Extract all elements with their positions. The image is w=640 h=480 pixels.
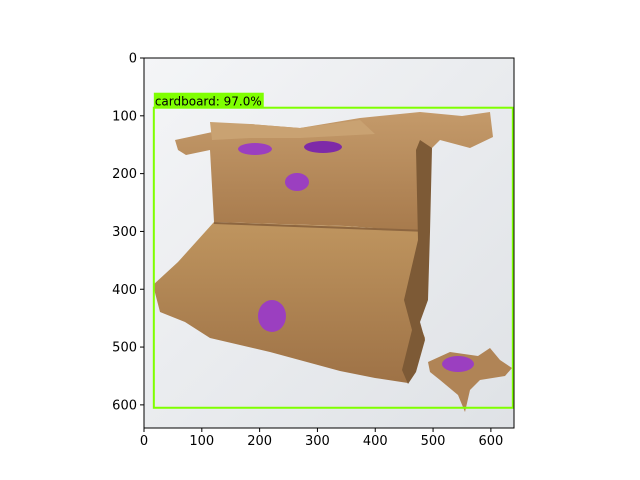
x-tick-label: 200 bbox=[247, 434, 272, 449]
detection-label: cardboard: 97.0% bbox=[155, 95, 262, 109]
y-tick-label: 500 bbox=[112, 341, 137, 356]
y-axis: 0 100 200 300 400 500 600 bbox=[112, 52, 144, 413]
lining-hole-4 bbox=[258, 300, 286, 332]
y-tick-label: 600 bbox=[112, 398, 137, 413]
detection-bounding-box bbox=[152, 106, 514, 409]
x-tick-label: 300 bbox=[305, 434, 330, 449]
lining-hole-5 bbox=[442, 356, 474, 372]
photo bbox=[144, 58, 514, 428]
cardboard-lower-panel bbox=[153, 222, 428, 383]
axes-frame bbox=[143, 57, 515, 429]
x-tick-label: 600 bbox=[478, 434, 503, 449]
y-tick-label: 100 bbox=[112, 109, 137, 124]
detection-label-background bbox=[153, 92, 264, 108]
y-tick-label: 0 bbox=[129, 52, 137, 67]
cardboard-top-flap bbox=[210, 120, 375, 140]
lining-hole-3 bbox=[285, 173, 309, 191]
cardboard-edge bbox=[402, 140, 432, 384]
x-tick-label: 400 bbox=[363, 434, 388, 449]
x-tick-label: 0 bbox=[140, 434, 148, 449]
lining-hole-1 bbox=[238, 143, 272, 155]
x-tick-label: 100 bbox=[189, 434, 214, 449]
lining-hole-2 bbox=[304, 141, 342, 153]
x-tick-label: 500 bbox=[421, 434, 446, 449]
y-tick-label: 300 bbox=[112, 225, 137, 240]
y-tick-label: 400 bbox=[112, 283, 137, 298]
x-axis: 0 100 200 300 400 500 600 bbox=[140, 428, 503, 449]
fold-crease bbox=[213, 222, 429, 232]
y-tick-label: 200 bbox=[112, 167, 137, 182]
cardboard-upper-panel bbox=[175, 112, 493, 232]
